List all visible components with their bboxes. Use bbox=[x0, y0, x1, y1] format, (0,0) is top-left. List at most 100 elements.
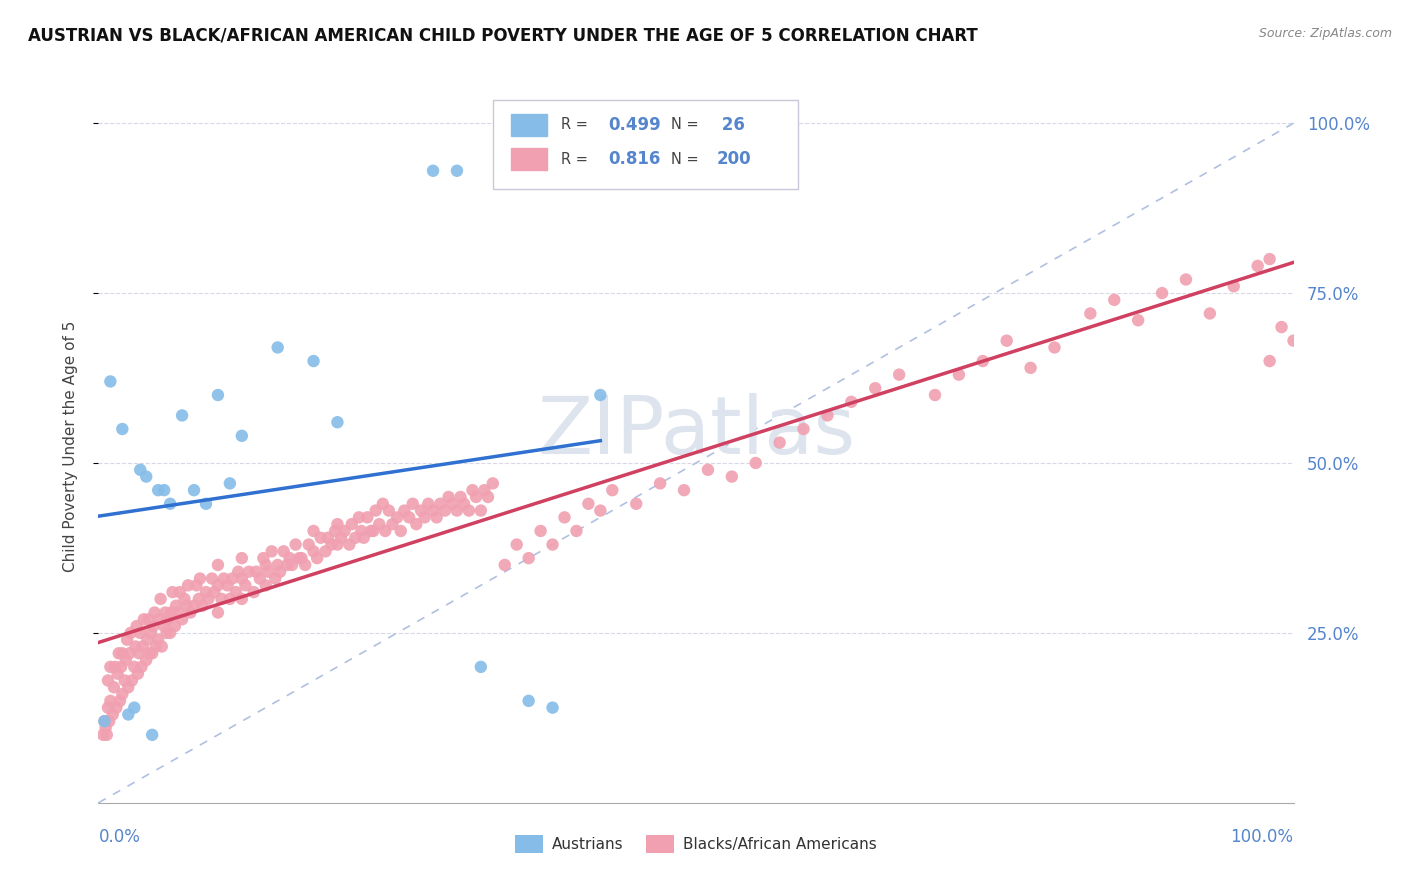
Point bbox=[307, 551, 329, 566]
Point bbox=[129, 626, 152, 640]
Point bbox=[150, 640, 173, 654]
Text: N =: N = bbox=[671, 118, 703, 132]
Point bbox=[257, 565, 280, 579]
Point bbox=[97, 673, 120, 688]
Point bbox=[461, 483, 484, 498]
Point bbox=[389, 524, 412, 538]
Point bbox=[127, 666, 149, 681]
Point bbox=[1271, 320, 1294, 334]
Point bbox=[309, 531, 332, 545]
Point bbox=[231, 551, 253, 566]
Point bbox=[219, 591, 242, 606]
Point bbox=[450, 490, 472, 504]
Bar bbox=[510, 114, 547, 136]
Point bbox=[107, 646, 129, 660]
Point bbox=[201, 572, 224, 586]
Point bbox=[494, 558, 516, 572]
Point bbox=[183, 599, 205, 613]
Point bbox=[374, 524, 396, 538]
Point bbox=[225, 585, 247, 599]
Legend: Austrians, Blacks/African Americans: Austrians, Blacks/African Americans bbox=[509, 829, 883, 859]
Point bbox=[207, 558, 229, 572]
Point bbox=[143, 606, 166, 620]
Point bbox=[172, 612, 194, 626]
Point bbox=[302, 524, 325, 538]
Text: 26: 26 bbox=[716, 116, 745, 134]
Point bbox=[1019, 360, 1042, 375]
Point bbox=[131, 660, 153, 674]
Point bbox=[517, 694, 540, 708]
Point bbox=[1104, 293, 1126, 307]
Point bbox=[183, 483, 205, 498]
Point bbox=[815, 409, 838, 423]
Text: N =: N = bbox=[671, 152, 703, 167]
Point bbox=[145, 640, 167, 654]
Point bbox=[176, 599, 198, 613]
Point bbox=[148, 612, 170, 626]
Point bbox=[114, 673, 136, 688]
Point bbox=[565, 524, 588, 538]
Point bbox=[98, 660, 122, 674]
Point bbox=[398, 510, 420, 524]
Point bbox=[437, 490, 460, 504]
Point bbox=[148, 483, 170, 498]
Point bbox=[104, 660, 127, 674]
Point bbox=[165, 599, 187, 613]
Point bbox=[768, 435, 790, 450]
Point bbox=[212, 572, 235, 586]
Point bbox=[323, 524, 346, 538]
Point bbox=[298, 537, 321, 551]
Point bbox=[333, 524, 356, 538]
Point bbox=[381, 517, 404, 532]
Point bbox=[111, 422, 134, 436]
Text: R =: R = bbox=[561, 118, 592, 132]
Point bbox=[243, 585, 266, 599]
Point bbox=[481, 476, 505, 491]
Point bbox=[363, 524, 385, 538]
Point bbox=[195, 585, 218, 599]
Point bbox=[441, 497, 464, 511]
Point bbox=[101, 707, 124, 722]
Text: 0.0%: 0.0% bbox=[98, 828, 141, 846]
Text: 0.816: 0.816 bbox=[609, 150, 661, 168]
Point bbox=[422, 163, 444, 178]
Point bbox=[260, 544, 283, 558]
Point bbox=[458, 503, 481, 517]
Point bbox=[252, 551, 274, 566]
Point bbox=[281, 558, 304, 572]
Point bbox=[1080, 306, 1102, 320]
Point bbox=[506, 537, 529, 551]
Point bbox=[141, 728, 163, 742]
Point bbox=[267, 341, 290, 355]
Point bbox=[589, 388, 612, 402]
Point bbox=[155, 626, 177, 640]
Point bbox=[405, 517, 427, 532]
Point bbox=[284, 537, 307, 551]
Point bbox=[111, 646, 134, 660]
Point bbox=[453, 497, 475, 511]
Point bbox=[347, 510, 370, 524]
Point bbox=[402, 497, 425, 511]
Point bbox=[411, 503, 433, 517]
Point bbox=[132, 612, 155, 626]
Point bbox=[124, 700, 146, 714]
Point bbox=[429, 497, 451, 511]
Point bbox=[186, 578, 208, 592]
Point bbox=[434, 503, 457, 517]
Point bbox=[426, 510, 449, 524]
Point bbox=[288, 551, 311, 566]
Point bbox=[541, 700, 564, 714]
Point bbox=[211, 591, 233, 606]
Point bbox=[446, 503, 468, 517]
Point bbox=[316, 531, 339, 545]
Point bbox=[105, 700, 128, 714]
Point bbox=[139, 626, 162, 640]
Point bbox=[291, 551, 314, 566]
Text: R =: R = bbox=[561, 152, 592, 167]
Point bbox=[153, 483, 176, 498]
Point bbox=[264, 572, 287, 586]
Point bbox=[197, 591, 219, 606]
Text: 100.0%: 100.0% bbox=[1230, 828, 1294, 846]
Point bbox=[340, 517, 363, 532]
Point bbox=[418, 497, 440, 511]
